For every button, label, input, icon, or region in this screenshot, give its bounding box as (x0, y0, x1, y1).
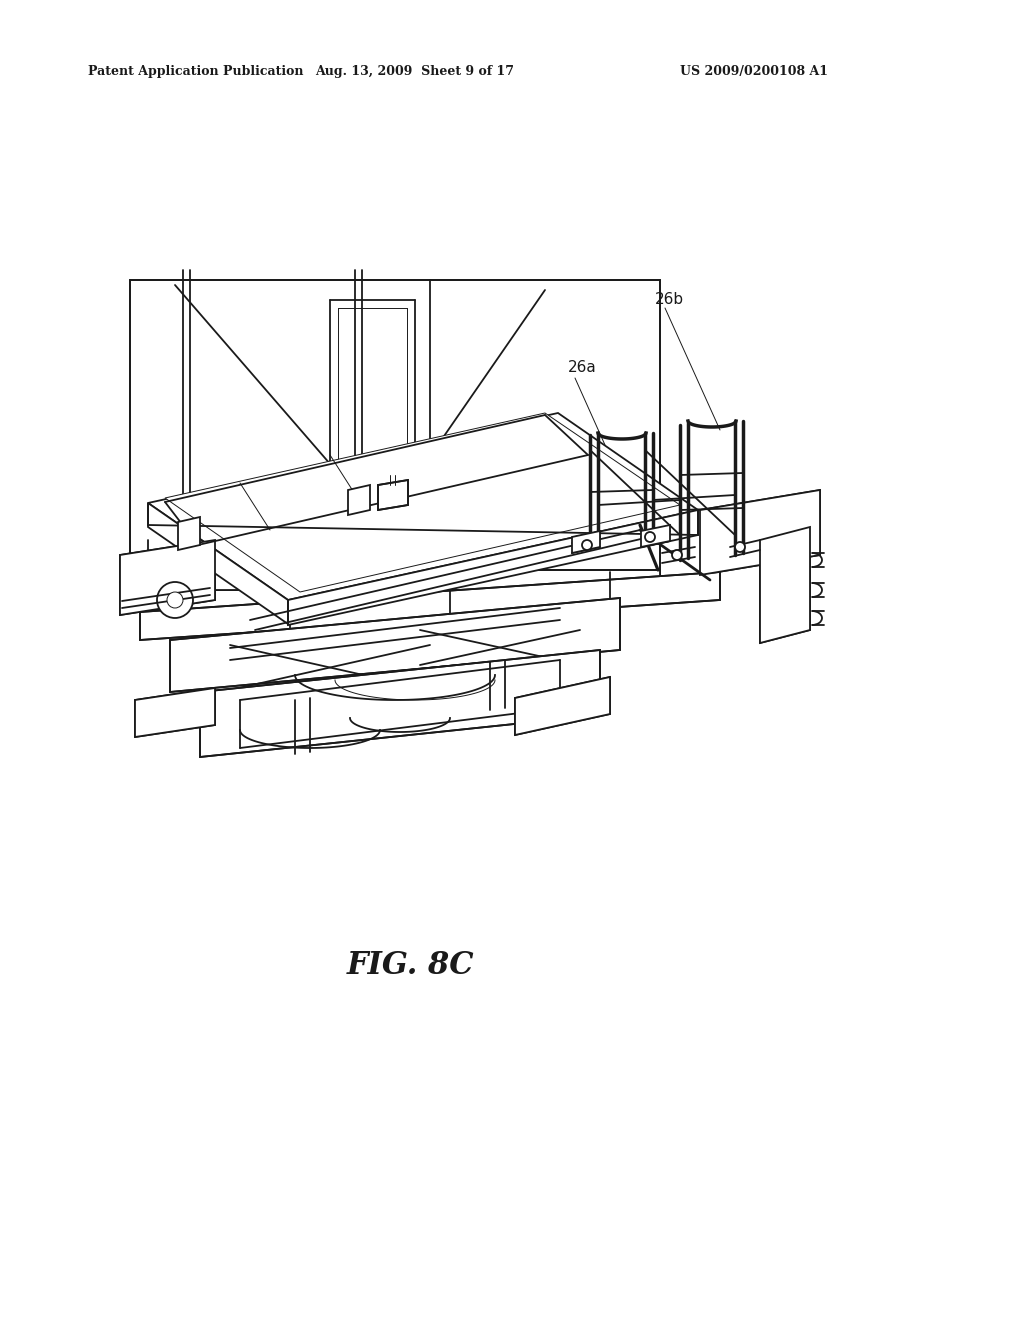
Polygon shape (288, 510, 698, 624)
Text: FIG. 8C: FIG. 8C (346, 949, 474, 981)
Polygon shape (178, 517, 200, 550)
Circle shape (167, 591, 183, 609)
Text: 26b: 26b (655, 293, 684, 308)
Text: Patent Application Publication: Patent Application Publication (88, 66, 303, 78)
Text: 26a: 26a (568, 360, 597, 375)
Polygon shape (130, 570, 660, 590)
Polygon shape (378, 480, 408, 510)
Text: US 2009/0200108 A1: US 2009/0200108 A1 (680, 66, 828, 78)
Polygon shape (200, 649, 600, 756)
Text: 50: 50 (432, 465, 452, 479)
Polygon shape (760, 527, 810, 643)
Polygon shape (148, 503, 288, 624)
Polygon shape (130, 280, 660, 590)
Circle shape (645, 532, 655, 543)
Polygon shape (170, 598, 620, 692)
Polygon shape (148, 413, 698, 601)
Polygon shape (700, 490, 820, 576)
Polygon shape (572, 531, 600, 553)
Circle shape (672, 550, 682, 560)
Circle shape (735, 543, 745, 552)
Text: Aug. 13, 2009  Sheet 9 of 17: Aug. 13, 2009 Sheet 9 of 17 (315, 66, 514, 78)
Polygon shape (165, 413, 680, 591)
Polygon shape (140, 572, 720, 640)
Polygon shape (515, 677, 610, 735)
Polygon shape (348, 484, 370, 515)
Polygon shape (641, 525, 670, 546)
Circle shape (157, 582, 193, 618)
Polygon shape (120, 540, 215, 615)
Polygon shape (135, 688, 215, 737)
Text: 20: 20 (465, 483, 484, 498)
Circle shape (582, 540, 592, 550)
